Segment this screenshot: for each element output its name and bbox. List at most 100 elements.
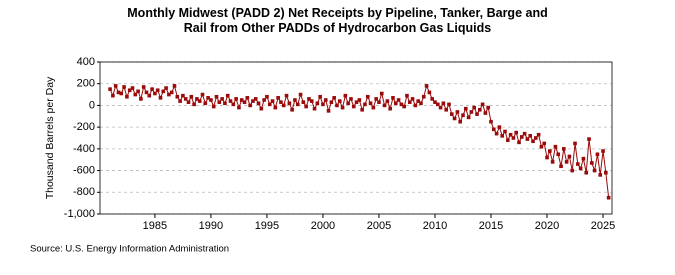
point xyxy=(363,102,367,107)
point xyxy=(424,84,429,88)
point xyxy=(133,92,138,97)
point xyxy=(604,170,608,175)
point xyxy=(545,155,549,160)
point xyxy=(144,90,149,95)
point xyxy=(116,90,121,95)
point xyxy=(458,119,462,124)
title-box: Monthly Midwest (PADD 2) Net Receipts by… xyxy=(0,6,675,37)
point xyxy=(522,131,527,136)
point xyxy=(382,103,387,108)
y-tick-label: -200 xyxy=(73,121,95,133)
point xyxy=(573,141,577,146)
source: Source: U.S. Energy Information Administ… xyxy=(30,244,229,255)
point xyxy=(483,111,488,115)
point xyxy=(371,105,376,110)
point xyxy=(343,93,348,98)
point xyxy=(234,97,238,101)
y-axis-label: Thousand Barrels per Day xyxy=(44,76,56,199)
point xyxy=(312,106,317,111)
point xyxy=(309,99,314,103)
point xyxy=(253,97,258,101)
x-tick-label: 2010 xyxy=(423,220,447,232)
x-tick-label: 2015 xyxy=(479,220,503,232)
point xyxy=(259,106,264,111)
point xyxy=(270,99,275,103)
y-tick-label: -800 xyxy=(73,186,95,198)
point xyxy=(606,195,611,200)
point xyxy=(276,96,280,100)
point xyxy=(494,131,499,136)
point xyxy=(267,102,272,107)
point xyxy=(242,100,247,104)
point xyxy=(153,91,157,96)
point xyxy=(323,98,328,102)
y-tick-label: -600 xyxy=(73,164,95,176)
point xyxy=(119,91,124,96)
point xyxy=(326,109,331,113)
point xyxy=(295,102,300,107)
point xyxy=(466,115,471,120)
point xyxy=(211,104,216,109)
point xyxy=(447,102,451,107)
point xyxy=(248,103,252,108)
point xyxy=(427,90,432,95)
point xyxy=(164,86,168,90)
y-tick-label: -1,000 xyxy=(64,208,95,220)
point xyxy=(223,101,227,106)
point xyxy=(528,134,533,138)
point xyxy=(206,96,210,100)
point xyxy=(335,103,339,108)
point xyxy=(200,92,205,97)
point xyxy=(562,147,566,151)
point xyxy=(167,92,171,97)
point xyxy=(503,129,507,134)
point xyxy=(281,103,286,108)
point xyxy=(410,97,415,101)
point xyxy=(385,99,390,103)
point xyxy=(245,96,250,100)
x-tick-label: 2025 xyxy=(591,220,615,232)
point xyxy=(273,105,278,110)
point xyxy=(520,135,524,139)
point xyxy=(559,164,563,169)
y-tick-label: -400 xyxy=(73,143,95,155)
point xyxy=(492,127,496,132)
point xyxy=(214,94,219,99)
point xyxy=(449,112,454,116)
point xyxy=(217,100,222,104)
point xyxy=(175,94,180,99)
point xyxy=(402,104,406,109)
point xyxy=(567,154,572,159)
point xyxy=(514,130,519,135)
point xyxy=(209,98,213,102)
point xyxy=(405,93,409,98)
point xyxy=(169,90,174,95)
point xyxy=(570,168,575,173)
point xyxy=(542,141,547,146)
point xyxy=(438,105,443,110)
point xyxy=(332,96,336,100)
point xyxy=(307,97,311,101)
point xyxy=(379,91,384,96)
point xyxy=(139,97,143,101)
point xyxy=(203,101,208,106)
point xyxy=(374,97,378,101)
point xyxy=(315,101,320,106)
point xyxy=(407,100,412,104)
point xyxy=(441,101,446,106)
point xyxy=(321,102,325,107)
point xyxy=(480,102,485,107)
point xyxy=(351,104,356,109)
y-tick-label: 400 xyxy=(77,56,95,68)
point xyxy=(590,161,594,165)
point xyxy=(486,105,491,110)
point xyxy=(461,113,465,117)
point xyxy=(548,149,552,153)
point xyxy=(265,94,269,99)
point xyxy=(508,132,513,137)
point xyxy=(108,87,112,91)
point xyxy=(430,97,434,101)
point xyxy=(239,98,244,102)
